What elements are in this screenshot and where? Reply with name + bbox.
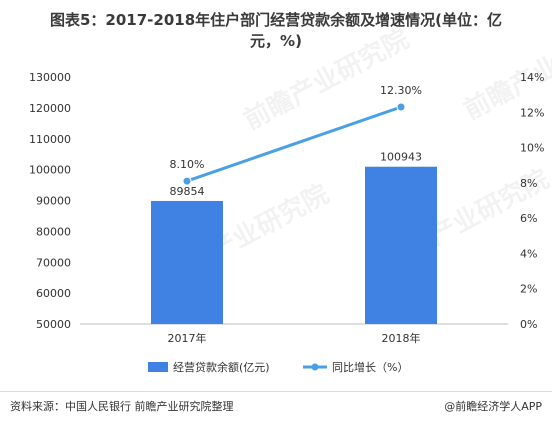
y-right-tick-label: 0%: [520, 318, 537, 331]
y-right-tick-label: 2%: [520, 283, 537, 296]
y-left-tick-label: 60000: [36, 287, 71, 300]
footer-divider: [0, 391, 552, 392]
y-left-tick-label: 110000: [29, 133, 71, 146]
y-left-tick-label: 80000: [36, 225, 71, 238]
growth-point: [182, 176, 192, 186]
chart-title-line1: 图表5：2017-2018年住户部门经营贷款余额及增速情况(单位：亿: [49, 11, 503, 29]
growth-value-label: 12.30%: [380, 84, 422, 97]
bar-value-label: 89854: [170, 185, 205, 198]
growth-line: [186, 105, 402, 183]
y-right-tick-label: 4%: [520, 247, 537, 260]
legend-line-marker: [311, 363, 319, 371]
brand-text: @前瞻经济学人APP: [444, 400, 542, 413]
legend-line-label: 同比增长（%）: [332, 360, 408, 374]
y-left-tick-label: 130000: [29, 71, 71, 84]
y-right-tick-label: 12%: [520, 106, 544, 119]
chart-title-line2: 元，%): [250, 32, 302, 50]
watermark-text: 前瞻产业研究院: [239, 23, 414, 136]
y-left-tick-label: 120000: [29, 102, 71, 115]
chart-title: 图表5：2017-2018年住户部门经营贷款余额及增速情况(单位：亿 元，%): [0, 10, 552, 52]
footer: 资料来源：中国人民银行 前瞻产业研究院整理 @前瞻经济学人APP: [10, 398, 542, 414]
y-left-tick-label: 90000: [36, 195, 71, 208]
bar-value-label: 100943: [380, 151, 422, 164]
growth-value-label: 8.10%: [170, 158, 205, 171]
x-tick-label: 2017年: [168, 331, 207, 345]
legend-bar-swatch: [148, 362, 168, 372]
growth-point: [396, 102, 406, 112]
x-tick-label: 2018年: [382, 331, 421, 345]
bar: [365, 166, 437, 324]
bar: [151, 200, 223, 324]
legend-bar-label: 经营贷款余额(亿元): [173, 360, 270, 374]
y-left-tick-label: 100000: [29, 164, 71, 177]
source-text: 资料来源：中国人民银行 前瞻产业研究院整理: [10, 400, 234, 413]
y-right-tick-label: 6%: [520, 212, 537, 225]
y-right-tick-label: 14%: [520, 71, 544, 84]
y-left-tick-label: 70000: [36, 256, 71, 269]
y-right-tick-label: 10%: [520, 142, 544, 155]
y-right-tick-label: 8%: [520, 177, 537, 190]
y-left-tick-label: 50000: [36, 318, 71, 331]
